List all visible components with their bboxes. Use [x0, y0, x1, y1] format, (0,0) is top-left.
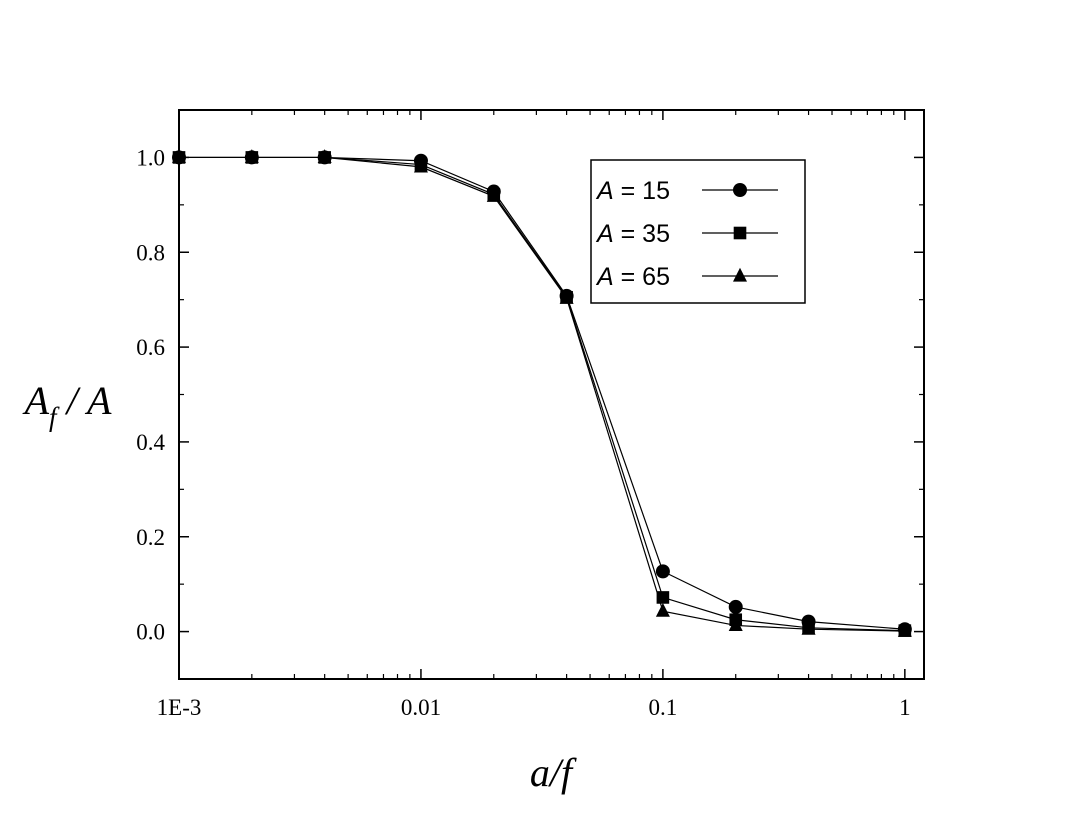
data-point: [801, 620, 816, 635]
legend-label: A = 35: [595, 220, 670, 248]
data-point: [655, 602, 670, 617]
plot-frame: [178, 109, 925, 680]
legend-box: [590, 159, 806, 304]
x-tick-label: 1E-3: [157, 695, 202, 720]
x-axis-title: a/f: [530, 750, 577, 795]
y-tick-label: 0.0: [136, 620, 165, 645]
data-point: [486, 188, 501, 202]
data-point: [413, 158, 428, 173]
legend-marker: [733, 267, 747, 282]
x-tick-label: 1: [899, 695, 911, 720]
y-tick-label: 0.8: [136, 240, 165, 265]
series-line: [179, 156, 905, 632]
data-point: [244, 149, 259, 164]
legend: A = 15A = 35A = 65: [590, 159, 806, 304]
legend-entry: A = 15: [595, 177, 778, 205]
legend-marker: [733, 226, 747, 240]
legend-entry: A = 35: [595, 220, 778, 248]
legend-label: A = 65: [595, 263, 670, 291]
x-tick-label: 0.1: [649, 695, 678, 720]
y-axis-title-tail: / A: [57, 378, 112, 423]
legend-label: A = 15: [595, 177, 670, 205]
data-point: [728, 599, 743, 614]
series-65: [172, 149, 912, 637]
legend-entries: A = 15A = 35A = 65: [595, 177, 778, 291]
legend-label-prefix-symbol: A: [595, 177, 614, 205]
data-point: [897, 622, 912, 637]
data-point: [728, 617, 743, 632]
x-tick-label: 0.01: [401, 695, 441, 720]
data-point: [655, 564, 670, 579]
legend-entry: A = 65: [595, 263, 778, 291]
legend-label-text: = 15: [614, 177, 670, 205]
series-layer: [172, 149, 912, 637]
y-tick-label: 0.6: [136, 335, 165, 360]
y-tick-label: 0.2: [136, 525, 165, 550]
y-axis-title-subscript: f: [49, 402, 60, 432]
legend-label-text: = 65: [614, 263, 670, 291]
data-point: [317, 149, 332, 164]
y-tick-label: 0.4: [136, 430, 165, 455]
y-axis-title: Af / A: [22, 378, 112, 432]
legend-label-text: = 35: [614, 220, 670, 248]
legend-label-prefix-symbol: A: [595, 220, 614, 248]
legend-marker: [733, 183, 747, 197]
y-axis-title-main: A: [22, 378, 50, 423]
y-tick-label: 1.0: [136, 145, 165, 170]
data-point: [559, 289, 574, 304]
legend-label-prefix-symbol: A: [595, 263, 614, 291]
ticks-layer: 1E-3 0.01 0.1 1 0.0 0.2 0.4 0.6 0.8 1.0: [136, 109, 924, 720]
